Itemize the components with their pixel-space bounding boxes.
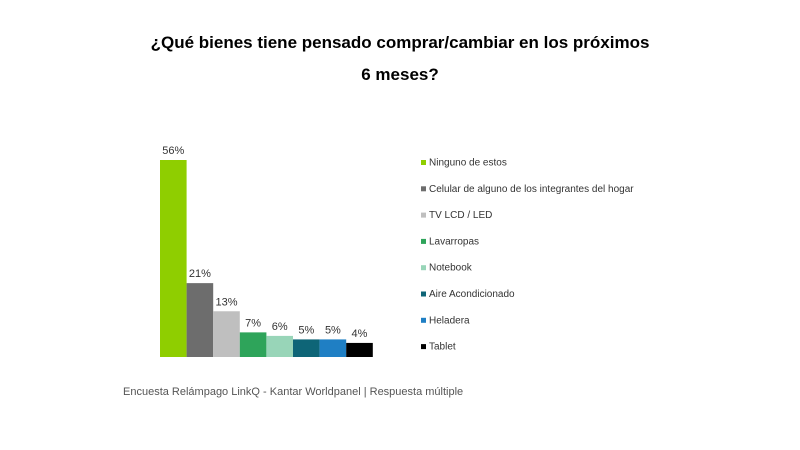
data-label-5: 5% — [298, 324, 314, 336]
legend-swatch-7 — [421, 344, 426, 350]
legend-swatch-4 — [421, 265, 426, 271]
bar-0 — [160, 160, 187, 357]
legend-label-7: Tablet — [429, 342, 456, 353]
data-label-2: 13% — [215, 296, 237, 308]
legend-label-4: Notebook — [429, 263, 473, 274]
data-label-4: 6% — [272, 321, 288, 333]
bar-3 — [239, 332, 267, 357]
data-label-0: 56% — [162, 145, 184, 157]
legend-swatch-0 — [421, 160, 426, 165]
legend-label-0: Ninguno de estos — [429, 158, 507, 169]
bar-2 — [213, 311, 240, 357]
legend-label-5: Aire Acondicionado — [429, 289, 515, 300]
legend-label-3: Lavarropas — [429, 236, 479, 247]
data-label-1: 21% — [189, 268, 211, 280]
data-label-3: 7% — [245, 317, 261, 329]
legend-label-2: TV LCD / LED — [429, 210, 492, 221]
source-footnote: Encuesta Relámpago LinkQ - Kantar Worldp… — [123, 386, 464, 398]
chart-title-line-1: ¿Qué bienes tiene pensado comprar/cambia… — [150, 33, 650, 52]
legend-swatch-5 — [421, 291, 426, 297]
data-label-7: 4% — [352, 328, 368, 340]
bar-1 — [186, 283, 214, 357]
bar-5 — [293, 339, 320, 357]
legend-swatch-1 — [421, 186, 426, 192]
bar-6 — [319, 339, 347, 357]
legend-swatch-6 — [421, 317, 426, 323]
chart-title-line-2: 6 meses? — [361, 65, 439, 84]
legend-label-1: Celular de alguno de los integrantes del… — [429, 184, 634, 195]
bar-4 — [266, 335, 293, 357]
bar-7 — [346, 342, 373, 357]
legend-swatch-3 — [421, 238, 426, 244]
legend-swatch-2 — [421, 212, 426, 218]
data-label-6: 5% — [325, 324, 341, 336]
legend-label-6: Heladera — [429, 315, 470, 326]
